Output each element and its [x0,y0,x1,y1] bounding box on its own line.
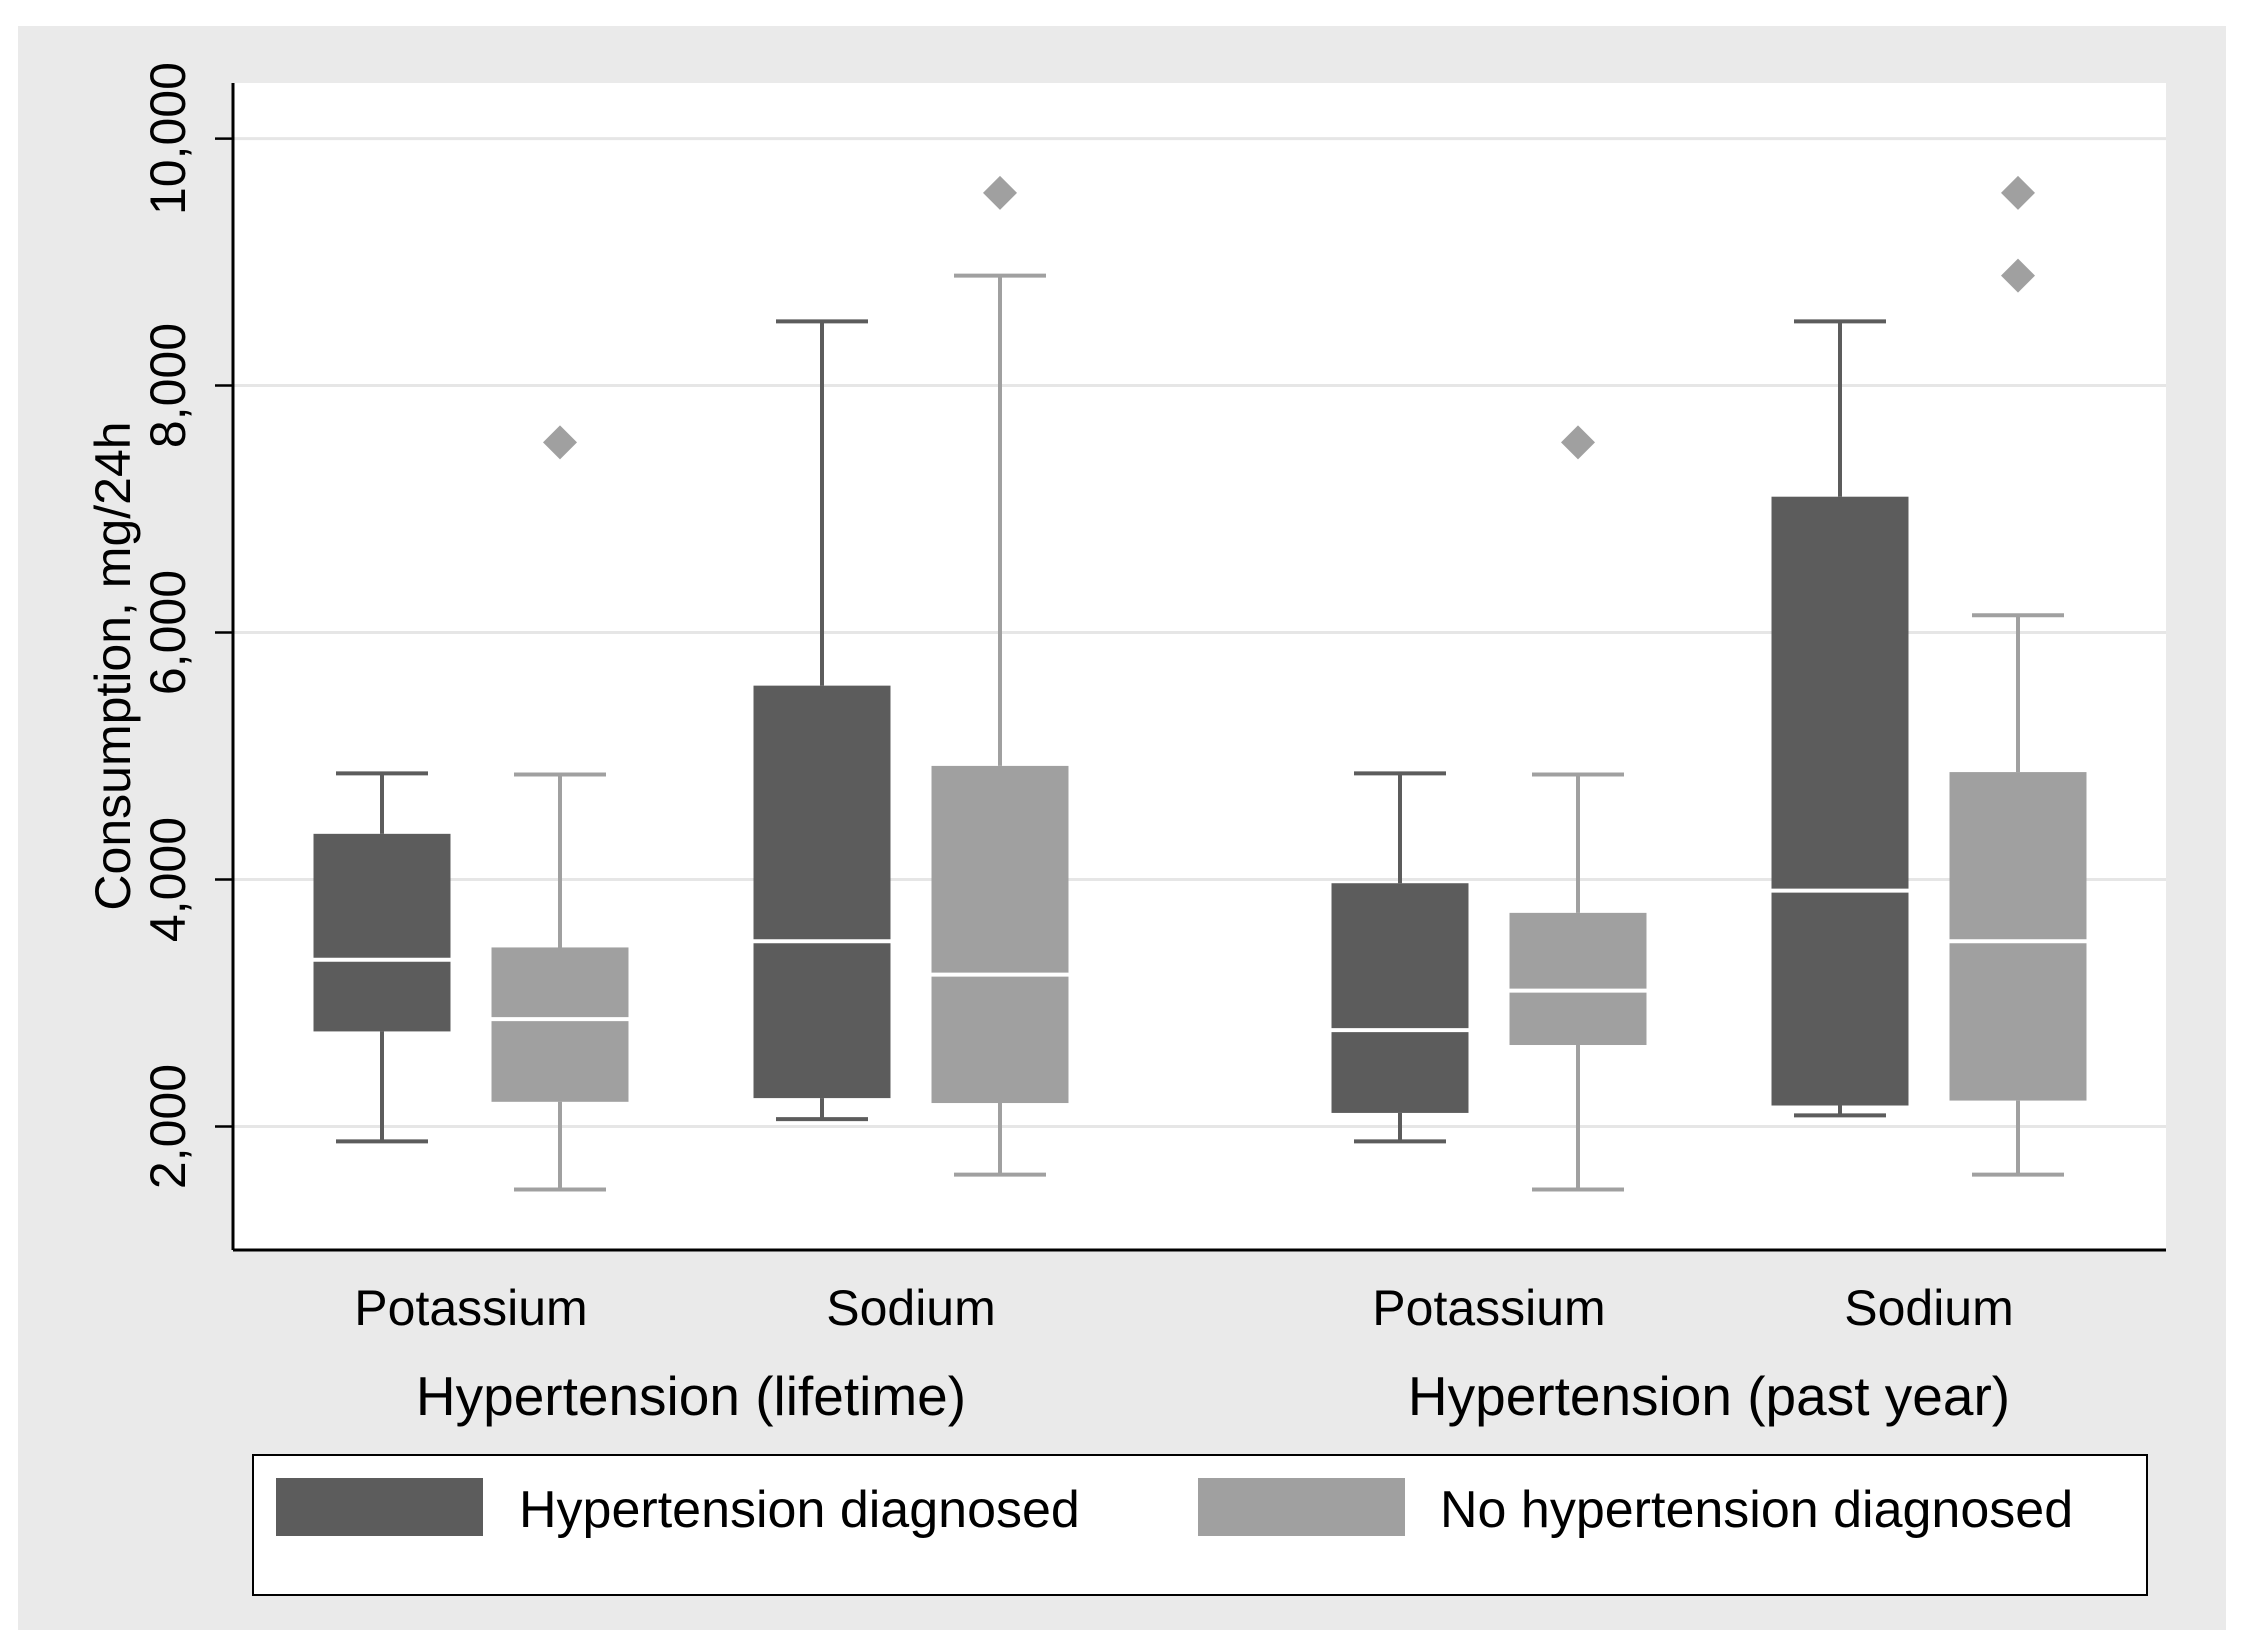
legend-entries: Hypertension diagnosed No hypertension di… [276,1478,2073,1539]
box-no-hypertension [1509,425,1647,1192]
box-no-hypertension [931,175,1069,1177]
iqr-box [313,833,451,1032]
y-axis: 2,000 4,000 6,000 8,000 10,000 [140,62,2166,1252]
iqr-box [491,947,629,1102]
y-tick-label: 4,000 [140,817,196,942]
category-label: Sodium [1844,1280,2014,1336]
iqr-box [753,685,891,1099]
outlier-marker [543,425,577,460]
iqr-box [1331,883,1469,1113]
y-tick-label: 6,000 [140,570,196,695]
y-tick-label: 2,000 [140,1064,196,1189]
box-hypertension [1771,319,1909,1118]
y-axis-title: Consumption, mg/24h [85,421,141,910]
box-hypertension [753,319,891,1122]
outlier-marker [1561,425,1595,460]
x-axis-labels: Potassium Sodium Hypertension (lifetime) Po… [354,1280,2013,1427]
legend-swatch [1198,1478,1405,1536]
category-label: Potassium [1372,1280,1605,1336]
outlier-marker [2001,175,2035,210]
box-no-hypertension [1949,175,2087,1177]
category-label: Potassium [354,1280,587,1336]
outlier-marker [2001,258,2035,293]
legend-label: No hypertension diagnosed [1440,1481,2073,1539]
iqr-box [1509,912,1647,1046]
legend: Hypertension diagnosed No hypertension di… [252,1454,2148,1596]
y-tick-label: 10,000 [140,62,196,215]
y-tick-label: 8,000 [140,323,196,448]
box-no-hypertension [491,425,629,1192]
box-hypertension [313,771,451,1144]
iqr-box [1771,496,1909,1106]
legend-swatch [276,1478,483,1536]
boxes [313,175,2087,1192]
iqr-box [1949,772,2087,1101]
box-hypertension [1331,771,1469,1144]
outlier-marker [983,175,1017,210]
legend-label: Hypertension diagnosed [519,1481,1080,1539]
category-label: Sodium [826,1280,996,1336]
group-label: Hypertension (past year) [1408,1365,2010,1427]
group-label: Hypertension (lifetime) [416,1365,966,1427]
iqr-box [931,765,1069,1104]
